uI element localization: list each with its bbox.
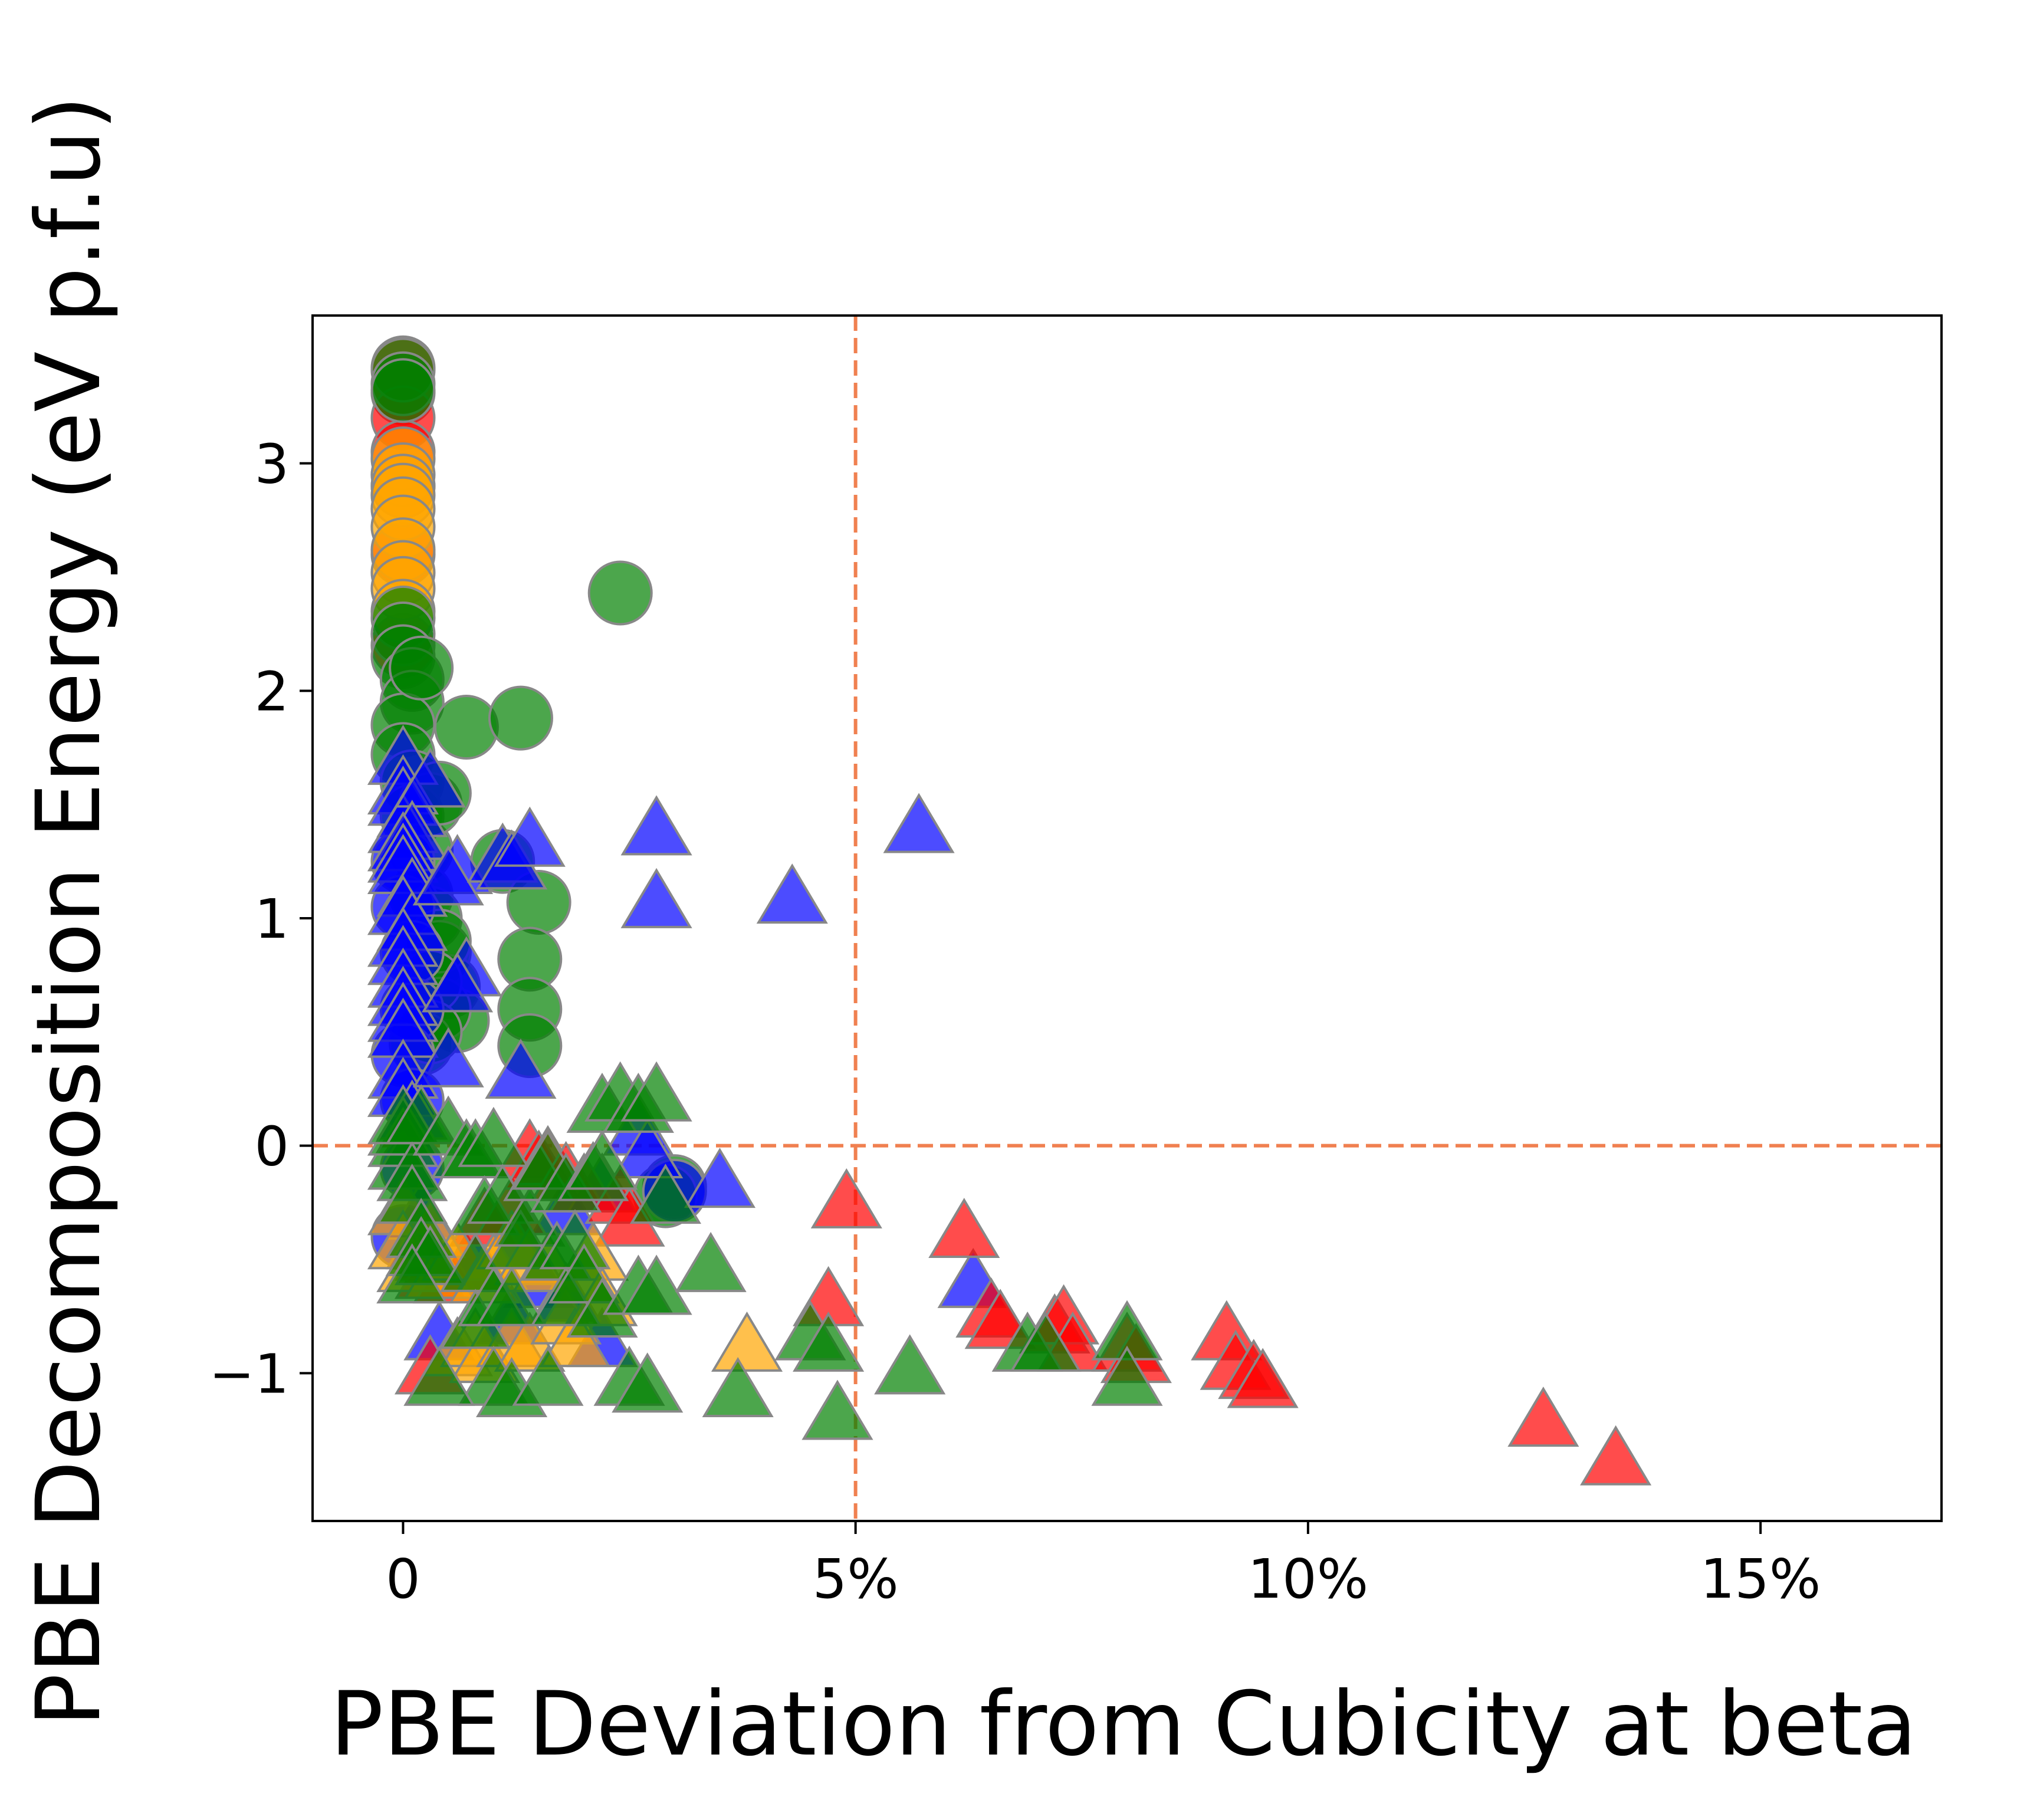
data-point-triangle [539,1307,611,1368]
data-point-triangle [620,1061,692,1122]
x-axis-title: PBE Deviation from Cubicity at beta [330,1673,1917,1776]
data-point-triangle [403,1345,475,1406]
data-point-triangle [494,1186,566,1247]
data-point-triangle [620,1254,692,1315]
data-point-triangle [1580,1425,1652,1486]
data-point-triangle [620,868,692,928]
plot-frame [311,314,1943,1522]
data-point-triangle [801,1379,873,1440]
data-point-triangle [394,747,467,808]
y-tick-label-2: 1 [254,888,289,951]
data-point-triangle [702,1356,774,1417]
data-point-triangle [675,1231,747,1292]
data-point-triangle [612,1352,684,1413]
data-point-circle [433,695,499,760]
data-point-triangle [376,1243,448,1304]
data-point-triangle [629,1164,701,1224]
data-point-triangle [883,793,955,853]
tick-marks [300,462,1762,1534]
y-tick-label-3: 2 [254,660,289,723]
data-point-circle [370,358,436,423]
data-point-triangle [485,1039,557,1099]
data-point-triangle [810,1168,882,1228]
data-point-circle [389,635,454,701]
data-point-triangle [566,1129,638,1190]
y-tick-label-0: −1 [209,1342,289,1405]
data-point-triangle [612,1118,684,1179]
y-tick-label-1: 0 [254,1115,289,1178]
data-point-triangle [421,952,494,1013]
reference-lines [313,316,1942,1521]
data-point-triangle [1010,1311,1082,1372]
x-tick-label-3: 15% [1700,1548,1821,1611]
y-axis-title: PBE Decomposition Energy (eV p.f.u) [18,96,120,1727]
x-tick-label-0: 0 [386,1548,421,1611]
x-tick-label-1: 5% [813,1548,899,1611]
x-tick-label-2: 10% [1248,1548,1368,1611]
data-point-circle [587,560,653,626]
data-point-triangle [412,845,484,906]
data-point-triangle [412,1027,484,1088]
data-point-triangle [874,1334,946,1395]
data-points [367,335,1652,1486]
data-point-triangle [928,1198,1000,1259]
data-point-triangle [458,1106,530,1167]
data-point-triangle [711,1311,783,1372]
data-point-triangle [793,1311,865,1372]
series-7-triangle-group [367,1061,1163,1440]
data-point-triangle [1507,1387,1579,1447]
data-point-triangle [512,1345,584,1406]
x-tick-labels: 0 5% 10% 15% [386,1548,1821,1611]
data-point-circle [488,685,553,751]
data-point-triangle [476,1266,548,1326]
data-point-triangle [620,795,692,856]
data-point-triangle [494,806,566,867]
data-point-triangle [756,863,828,924]
data-point-triangle [684,1148,756,1208]
y-tick-label-4: 3 [254,433,289,496]
data-point-triangle [1091,1345,1163,1406]
data-point-triangle [1227,1348,1299,1408]
y-tick-labels: −1 0 1 2 3 [209,433,289,1406]
